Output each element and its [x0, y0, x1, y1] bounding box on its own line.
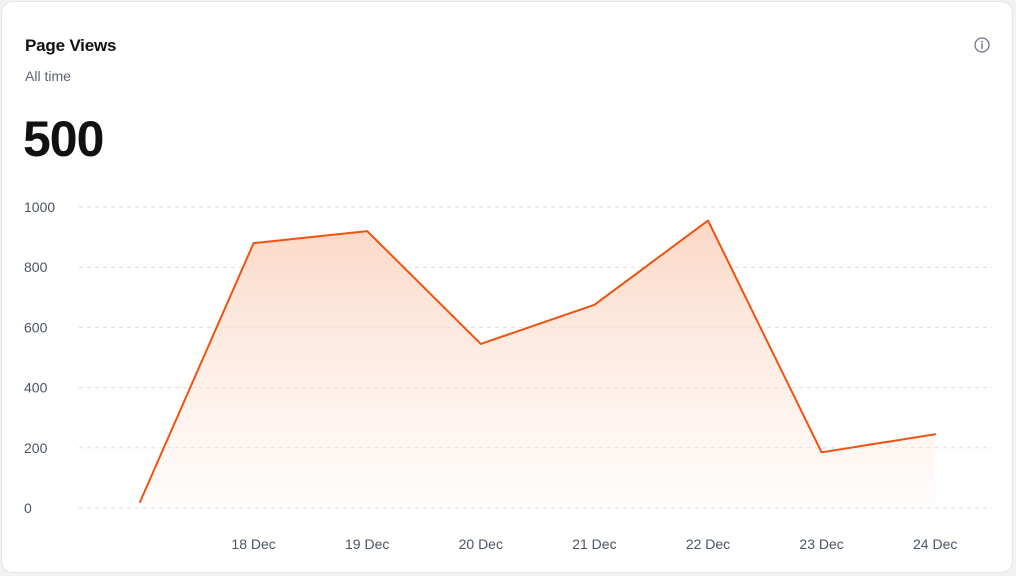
card-title: Page Views — [25, 36, 117, 55]
info-icon[interactable] — [973, 36, 991, 54]
x-tick-label: 20 Dec — [459, 536, 503, 552]
y-tick-label: 1000 — [24, 199, 55, 215]
x-tick-label: 18 Dec — [231, 536, 275, 552]
x-axis-ticks: 18 Dec 19 Dec 20 Dec 21 Dec 22 Dec 23 Dec 24 D… — [231, 536, 957, 552]
data-point-19-dec[interactable] — [364, 228, 370, 234]
x-tick-label: 24 Dec — [913, 536, 957, 552]
line-group — [137, 218, 938, 505]
y-axis-ticks: 0 200 400 600 800 1000 — [24, 199, 55, 516]
data-point-23-dec[interactable] — [819, 449, 825, 455]
x-tick-label: 19 Dec — [345, 536, 389, 552]
y-tick-label: 600 — [24, 319, 48, 335]
y-tick-label: 200 — [24, 440, 48, 456]
y-tick-label: 0 — [24, 500, 32, 516]
x-tick-label: 23 Dec — [799, 536, 843, 552]
data-point-22-dec[interactable] — [705, 218, 711, 224]
data-point-20-dec[interactable] — [478, 341, 484, 347]
card-subtitle: All time — [25, 68, 71, 84]
y-tick-label: 400 — [24, 380, 48, 396]
x-tick-label: 22 Dec — [686, 536, 730, 552]
area-fill-group — [140, 220, 936, 509]
series-line-page-views — [139, 219, 937, 503]
data-point-21-dec[interactable] — [591, 302, 597, 308]
data-point-17-dec[interactable] — [137, 499, 143, 505]
total-value: 500 — [23, 111, 104, 167]
area-fill — [140, 220, 936, 509]
y-tick-label: 800 — [24, 259, 48, 275]
data-point-24-dec[interactable] — [932, 431, 938, 437]
x-tick-label: 21 Dec — [572, 536, 616, 552]
data-point-18-dec[interactable] — [251, 240, 257, 246]
